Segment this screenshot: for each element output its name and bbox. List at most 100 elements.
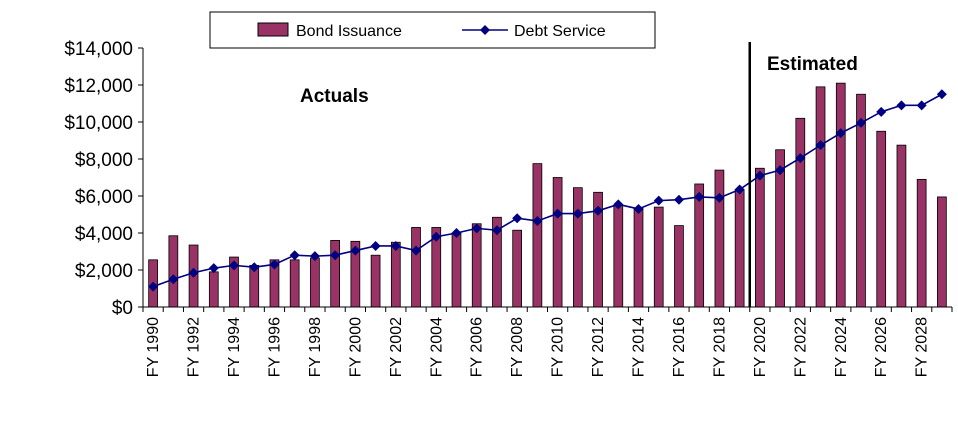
legend-swatch-bond-issuance	[257, 22, 289, 37]
bar-bond-issuance	[653, 206, 664, 308]
legend-marker-debt-service	[480, 25, 490, 35]
bar-bond-issuance	[471, 223, 482, 308]
bar-bond-issuance	[512, 229, 523, 308]
point-debt-service	[512, 213, 523, 224]
x-tick-label: FY 1990	[145, 317, 162, 377]
point-debt-service	[330, 250, 341, 261]
x-tick-label: FY 2010	[550, 317, 567, 377]
line-group	[148, 89, 947, 292]
bar-bond-issuance	[815, 86, 826, 308]
point-debt-service	[350, 245, 361, 256]
x-tick-label: FY 2016	[671, 317, 688, 377]
bar-bond-issuance	[835, 82, 846, 308]
bar-bond-issuance	[876, 130, 887, 308]
point-debt-service	[694, 191, 705, 202]
annotation-estimated: Estimated	[767, 54, 858, 75]
point-debt-service	[249, 262, 260, 273]
y-tick-label: $12,000	[64, 76, 133, 97]
point-debt-service	[653, 195, 664, 206]
bar-bond-issuance	[795, 117, 806, 308]
point-debt-service	[491, 225, 502, 236]
point-debt-service	[289, 250, 300, 261]
x-tick-label: FY 2002	[388, 317, 405, 377]
point-debt-service	[532, 215, 543, 226]
x-tick-label: FY 2022	[792, 317, 809, 377]
bar-bond-issuance	[734, 189, 745, 308]
bar-bond-issuance	[572, 187, 583, 308]
y-axis-group: $0 $2,000 $4,000 $6,000 $8,000 $10,000 $12,000…	[64, 39, 144, 319]
point-debt-service	[208, 263, 219, 274]
point-debt-service	[673, 194, 684, 205]
bar-bond-issuance	[451, 232, 462, 308]
bar-bond-issuance	[694, 183, 705, 308]
legend: Bond Issuance Debt Service	[209, 11, 656, 49]
x-tick-label: FY 1994	[226, 317, 243, 377]
annotation-actuals: Actuals	[300, 86, 369, 107]
point-debt-service	[936, 89, 947, 100]
bar-bond-issuance	[896, 144, 907, 308]
point-debt-service	[714, 192, 725, 203]
y-tick-label: $6,000	[75, 187, 133, 208]
legend-label-bond-issuance: Bond Issuance	[296, 23, 402, 40]
bar-bond-issuance	[390, 241, 401, 308]
point-debt-service	[835, 128, 846, 139]
line-debt-service	[152, 93, 943, 288]
point-debt-service	[754, 170, 765, 181]
x-tick-label: FY 2012	[590, 317, 607, 377]
bars-group	[148, 82, 947, 308]
x-axis-group: FY 1990 FY 1992 FY 1994 FY 1996 FY 1998 FY 20…	[142, 306, 953, 377]
x-tick-label: FY 2026	[873, 317, 890, 377]
point-debt-service	[229, 260, 240, 271]
x-tick-label: FY 1992	[186, 317, 203, 377]
bar-bond-issuance	[613, 204, 624, 308]
x-tick-label: FY 1996	[266, 317, 283, 377]
point-debt-service	[370, 240, 381, 251]
y-tick-label: $10,000	[64, 113, 133, 134]
bar-bond-issuance	[532, 163, 543, 308]
x-tick-label: FY 2020	[752, 317, 769, 377]
bar-bond-issuance	[289, 259, 300, 308]
bar-bond-issuance	[755, 167, 765, 308]
legend-label-debt-service: Debt Service	[514, 23, 606, 40]
point-debt-service	[633, 203, 644, 214]
point-debt-service	[896, 100, 907, 111]
point-debt-service	[613, 199, 624, 210]
x-tick-label: FY 2028	[914, 317, 931, 377]
point-debt-service	[168, 274, 179, 285]
point-debt-service	[876, 106, 887, 117]
point-debt-service	[775, 165, 786, 176]
point-debt-service	[390, 240, 401, 251]
bar-bond-issuance	[552, 177, 563, 308]
point-debt-service	[855, 117, 866, 128]
y-tick-label: $8,000	[75, 150, 133, 171]
bar-bond-issuance	[674, 225, 684, 308]
y-tick-label: $0	[112, 298, 133, 319]
x-tick-label: FY 2008	[509, 317, 526, 377]
x-tick-label: FY 2006	[469, 317, 486, 377]
point-debt-service	[815, 140, 826, 151]
x-tick-label: FY 2000	[347, 317, 364, 377]
point-debt-service	[451, 228, 462, 238]
bar-bond-issuance	[310, 257, 320, 308]
point-debt-service	[552, 208, 563, 219]
point-debt-service	[471, 223, 482, 234]
point-debt-service	[411, 245, 422, 256]
y-tick-label: $2,000	[75, 261, 133, 282]
bar-bond-issuance	[168, 235, 179, 308]
bar-bond-issuance	[370, 254, 381, 308]
point-debt-service	[734, 184, 745, 195]
x-tick-label: FY 1998	[307, 317, 324, 377]
point-debt-service	[269, 259, 280, 270]
point-debt-service	[916, 100, 927, 111]
x-tick-label: FY 2024	[833, 317, 850, 377]
x-tick-label: FY 2014	[631, 317, 648, 377]
x-tick-label: FY 2004	[428, 317, 445, 377]
bar-bond-issuance	[633, 207, 644, 308]
bar-bond-issuance	[208, 271, 219, 308]
bar-bond-issuance	[411, 227, 421, 308]
point-debt-service	[148, 281, 159, 292]
bar-bond-issuance	[714, 169, 725, 308]
point-debt-service	[431, 231, 442, 242]
point-debt-service	[188, 267, 199, 278]
